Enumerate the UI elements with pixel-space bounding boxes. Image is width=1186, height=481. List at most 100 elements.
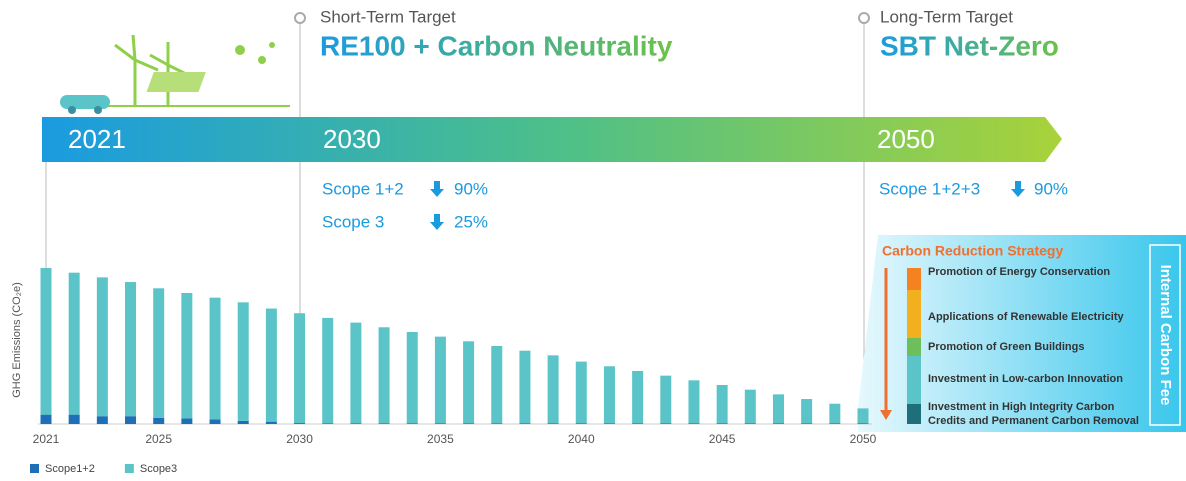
infographic: Short-Term Target RE100 + Carbon Neutral…: [0, 0, 1186, 481]
bar-segment: [266, 422, 277, 424]
x-tick-label: 2035: [427, 432, 454, 446]
bar-segment: [379, 423, 390, 424]
side-label: Internal Carbon Fee: [1157, 265, 1174, 406]
strategy-title: Carbon Reduction Strategy: [882, 243, 1063, 259]
bar-segment: [688, 380, 699, 423]
bar-segment: [294, 423, 305, 424]
bar-segment: [576, 423, 587, 424]
bar-segment: [181, 293, 192, 419]
bar-segment: [210, 298, 221, 420]
x-tick-label: 2025: [145, 432, 172, 446]
bar-segment: [745, 390, 756, 424]
bar-segment: [181, 419, 192, 424]
target-title: SBT Net-Zero: [880, 30, 1059, 61]
bar-segment: [97, 277, 108, 416]
bar-segment: [491, 423, 502, 424]
bar-segment: [41, 415, 52, 424]
strategy-band: [907, 356, 921, 404]
bar-segment: [660, 423, 671, 424]
strategy-item: Promotion of Energy Conservation: [928, 266, 1110, 278]
bar-segment: [153, 288, 164, 417]
legend-swatch: [125, 464, 134, 473]
bar-segment: [435, 337, 446, 424]
x-tick-label: 2050: [850, 432, 877, 446]
bar-segment: [576, 362, 587, 424]
goal-reduction: 90%: [454, 179, 488, 198]
strategy-item: Credits and Permanent Carbon Removal: [928, 415, 1139, 427]
down-icon: [430, 181, 444, 197]
bar-segment: [97, 416, 108, 424]
bar-segment: [125, 282, 136, 416]
bar-segment: [350, 323, 361, 424]
bar-segment: [238, 421, 249, 424]
bar-segment: [773, 423, 784, 424]
marker: [295, 13, 305, 23]
strategy-band: [907, 404, 921, 424]
bar-segment: [463, 423, 474, 424]
goal-reduction: 90%: [1034, 179, 1068, 198]
bar-segment: [829, 404, 840, 424]
bar-segment: [660, 376, 671, 424]
x-tick-label: 2030: [286, 432, 313, 446]
strategy-item: Investment in High Integrity Carbon: [928, 401, 1115, 413]
timeline-year: 2050: [877, 124, 935, 154]
x-tick-label: 2021: [33, 432, 60, 446]
bar-segment: [688, 423, 699, 424]
bar-segment: [519, 351, 530, 424]
bar-segment: [379, 327, 390, 423]
bar-segment: [801, 399, 812, 423]
bar-segment: [435, 423, 446, 424]
bar-segment: [125, 416, 136, 424]
bar-segment: [153, 418, 164, 424]
bar-segment: [829, 423, 840, 424]
goal-scope: Scope 1+2: [322, 179, 404, 198]
bar-segment: [773, 394, 784, 423]
down-icon: [1011, 181, 1025, 197]
bar-segment: [548, 423, 559, 424]
goal-scope: Scope 3: [322, 212, 384, 231]
bar-segment: [350, 423, 361, 424]
bar-segment: [858, 408, 869, 423]
legend-label: Scope1+2: [45, 463, 95, 475]
legend-label: Scope3: [140, 463, 177, 475]
bar-segment: [604, 423, 615, 424]
bar-segment: [322, 423, 333, 424]
bar-segment: [632, 371, 643, 423]
bar-segment: [858, 423, 869, 424]
bar-segment: [548, 355, 559, 423]
bar-segment: [717, 385, 728, 423]
strategy-band: [907, 290, 921, 338]
eco-icons: [60, 35, 290, 114]
y-axis-label: GHG Emissions (CO₂e): [11, 282, 23, 398]
bar-segment: [210, 419, 221, 424]
target-heading: Long-Term Target: [880, 7, 1013, 26]
marker: [859, 13, 869, 23]
strategy-band: [907, 338, 921, 356]
bar-segment: [266, 309, 277, 422]
x-tick-label: 2040: [568, 432, 595, 446]
bar-segment: [632, 423, 643, 424]
bar-segment: [491, 346, 502, 423]
bar-segment: [69, 273, 80, 415]
target-heading: Short-Term Target: [320, 7, 456, 26]
bar-segment: [407, 423, 418, 424]
bar-segment: [407, 332, 418, 423]
timeline-year: 2030: [323, 124, 381, 154]
bar-segment: [519, 423, 530, 424]
bar-segment: [717, 423, 728, 424]
bar-segment: [745, 423, 756, 424]
bar-segment: [322, 318, 333, 423]
bar-segment: [41, 268, 52, 415]
goal-reduction: 25%: [454, 212, 488, 231]
timeline-year: 2021: [68, 124, 126, 154]
goal-scope: Scope 1+2+3: [879, 179, 980, 198]
bar-segment: [604, 366, 615, 423]
target-title: RE100 + Carbon Neutrality: [320, 30, 673, 61]
bar-segment: [294, 313, 305, 423]
strategy-item: Applications of Renewable Electricity: [928, 311, 1124, 323]
bar-segment: [463, 341, 474, 423]
x-tick-label: 2045: [709, 432, 736, 446]
bar-segment: [69, 415, 80, 424]
strategy-band: [907, 268, 921, 290]
legend-swatch: [30, 464, 39, 473]
